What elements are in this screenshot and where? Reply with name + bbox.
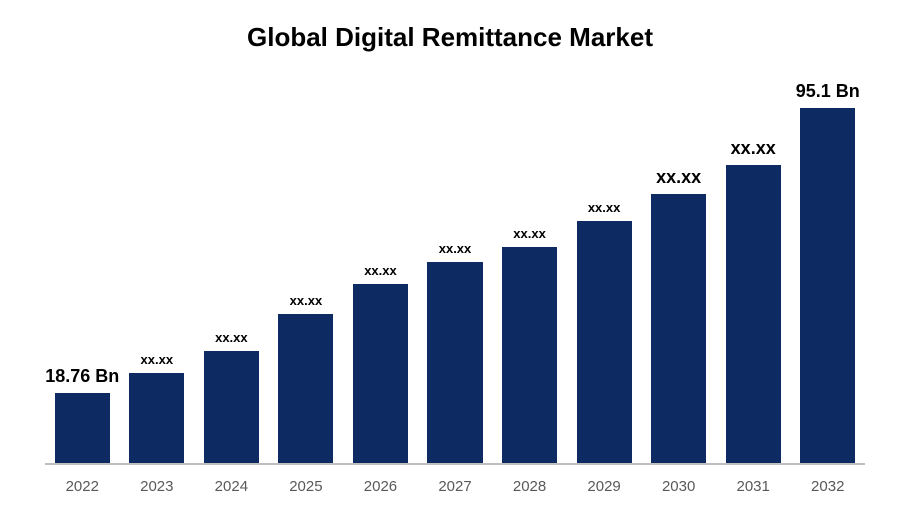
x-axis-tick: 2027 (418, 478, 493, 495)
x-axis-tick: 2028 (492, 478, 567, 495)
bar (353, 284, 408, 463)
bar-slot: xx.xx (716, 90, 791, 463)
bar-value-label: 18.76 Bn (45, 366, 120, 387)
bar (651, 194, 706, 463)
bar-value-label: xx.xx (269, 293, 344, 308)
bar-value-label: xx.xx (120, 352, 195, 367)
bar-slot: 95.1 Bn (790, 90, 865, 463)
bar-slot: xx.xx (269, 90, 344, 463)
x-axis: 2022202320242025202620272028202920302031… (45, 478, 865, 495)
bar-value-label: 95.1 Bn (790, 81, 865, 102)
bar (800, 108, 855, 463)
bars-container: 18.76 Bnxx.xxxx.xxxx.xxxx.xxxx.xxxx.xxxx… (45, 90, 865, 463)
bar-slot: xx.xx (418, 90, 493, 463)
x-axis-tick: 2022 (45, 478, 120, 495)
chart-title: Global Digital Remittance Market (0, 0, 900, 53)
bar (502, 247, 557, 463)
x-axis-tick: 2030 (641, 478, 716, 495)
bar (577, 221, 632, 463)
x-axis-tick: 2025 (269, 478, 344, 495)
bar (55, 393, 110, 463)
x-axis-tick: 2032 (790, 478, 865, 495)
x-axis-tick: 2023 (120, 478, 195, 495)
bar-value-label: xx.xx (492, 226, 567, 241)
bar-slot: xx.xx (492, 90, 567, 463)
bar-value-label: xx.xx (716, 138, 791, 159)
x-axis-tick: 2029 (567, 478, 642, 495)
bar (427, 262, 482, 463)
bar-value-label: xx.xx (567, 200, 642, 215)
x-axis-tick: 2024 (194, 478, 269, 495)
x-axis-tick: 2031 (716, 478, 791, 495)
bar (129, 373, 184, 463)
chart-plot-area: 18.76 Bnxx.xxxx.xxxx.xxxx.xxxx.xxxx.xxxx… (45, 90, 865, 465)
bar-value-label: xx.xx (418, 241, 493, 256)
bar-slot: xx.xx (343, 90, 418, 463)
bar (726, 165, 781, 463)
bar-slot: xx.xx (120, 90, 195, 463)
bar-value-label: xx.xx (641, 167, 716, 188)
bar-slot: xx.xx (567, 90, 642, 463)
bar-value-label: xx.xx (343, 263, 418, 278)
x-axis-tick: 2026 (343, 478, 418, 495)
bar (278, 314, 333, 463)
bar-slot: 18.76 Bn (45, 90, 120, 463)
bar-slot: xx.xx (641, 90, 716, 463)
bar-value-label: xx.xx (194, 330, 269, 345)
bar-slot: xx.xx (194, 90, 269, 463)
bar (204, 351, 259, 463)
